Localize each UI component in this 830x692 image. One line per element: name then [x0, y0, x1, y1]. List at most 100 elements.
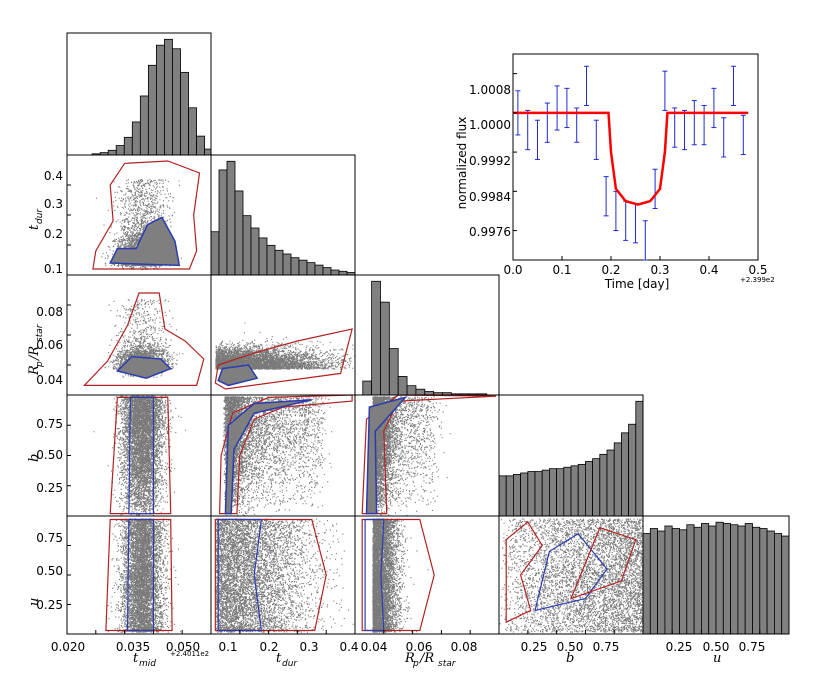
hist-bar: [250, 227, 260, 276]
hist-bar: [592, 458, 601, 517]
hist-bar: [282, 253, 292, 276]
contour-inner: [217, 364, 259, 387]
inset-xtick-1: 0.1: [552, 263, 571, 277]
scatter-points: [215, 518, 354, 633]
tick-u-x-0: 0.25: [666, 640, 693, 654]
scatter-3-0: [93, 395, 187, 517]
inset-ytick-2: 0.9992: [469, 154, 511, 168]
svg-text:p: p: [35, 361, 45, 368]
hist-bar: [752, 526, 761, 635]
hist-bar: [107, 149, 117, 156]
scatter-4-3: [499, 518, 644, 633]
hist-bar: [330, 269, 340, 276]
contour-inner: [365, 396, 408, 515]
hist-bar: [226, 160, 236, 276]
hist-bar: [274, 249, 284, 276]
histogram-layer: [91, 38, 790, 635]
hist-bar: [139, 95, 149, 156]
y-axis-label-t-dur: t dur: [27, 208, 45, 230]
hist-bar: [556, 468, 565, 517]
tick-tmid-2: 0.050: [166, 640, 200, 654]
tick-rp-x-1: 0.06: [406, 640, 433, 654]
tick-b-y-0: 0.25: [36, 481, 63, 495]
hist-bar: [258, 237, 268, 276]
contour-inner: [364, 518, 385, 632]
svg-text:dur: dur: [35, 208, 45, 224]
hist-bar: [322, 267, 332, 276]
inset-xtick-2: 0.2: [601, 263, 620, 277]
scatter-points: [104, 299, 184, 379]
tick-rp-y-1: 0.06: [36, 338, 63, 352]
hist-bar: [577, 463, 586, 517]
inset-ytick-0: 0.9976: [469, 225, 511, 239]
hist-bar: [628, 423, 637, 517]
hist-bar: [774, 533, 783, 635]
tick-b-x-2: 0.75: [593, 640, 620, 654]
inset-xtick-0: 0.0: [503, 263, 522, 277]
scatter-2-1: [215, 322, 356, 370]
hist-bar: [744, 523, 753, 635]
tick-tdur-y-1: 0.2: [44, 227, 63, 241]
hist-bar: [115, 145, 125, 156]
hist-bar: [338, 270, 348, 276]
x-offset-text: +2.4011e2: [170, 650, 209, 658]
scatter-points: [95, 179, 182, 271]
hist-bar: [380, 301, 390, 396]
hist-bar: [585, 461, 594, 517]
svg-text:t: t: [27, 224, 42, 230]
x-axis-label-u: u: [713, 651, 721, 666]
hist-bar: [671, 528, 680, 635]
scatter-points: [222, 396, 333, 517]
light-curve-inset: [512, 53, 759, 261]
inset-y-tick-labels: 0.9976 0.9984 0.9992 1.0000 1.0008: [469, 83, 511, 239]
hist-bar: [314, 264, 324, 276]
svg-text:R: R: [27, 365, 42, 376]
svg-text:mid: mid: [139, 659, 156, 669]
tick-u-y-0: 0.25: [36, 598, 63, 612]
contour-inner: [217, 518, 263, 632]
hist-bar: [686, 524, 695, 635]
hist-bar: [513, 474, 522, 517]
tick-tdur-y-0: 0.1: [44, 262, 63, 276]
histogram-3: [498, 400, 644, 517]
hist-bar: [505, 475, 514, 517]
hist-bar: [708, 525, 717, 635]
tick-labels: 0.020 0.035 0.050 0.1 0.2 0.3 0.4 0.04 0…: [36, 169, 765, 654]
inset-frame: [512, 53, 759, 261]
hist-bar: [722, 523, 731, 635]
hist-bar: [290, 257, 300, 276]
contour-inner: [109, 216, 181, 267]
hist-bar: [371, 280, 381, 396]
hist-bar: [613, 442, 622, 517]
scatter-3-1: [222, 396, 333, 517]
inset-x-tick-labels: 0.0 0.1 0.2 0.3 0.4 0.5: [503, 263, 767, 277]
svg-text:t: t: [276, 651, 282, 666]
hist-bar: [549, 468, 558, 517]
scatter-points: [93, 395, 187, 517]
hist-bar: [196, 135, 206, 156]
contour-outer: [214, 328, 353, 390]
hist-bar: [781, 535, 790, 635]
hist-bar: [266, 244, 276, 276]
contour-inner: [126, 518, 154, 632]
inset-xtick-5: 0.5: [748, 263, 767, 277]
hist-bar: [415, 388, 426, 396]
hist-bar: [498, 475, 507, 517]
histogram-1: [210, 160, 356, 276]
scatter-4-0: [107, 518, 182, 633]
transit-model-line: [513, 111, 749, 206]
hist-bar: [679, 529, 688, 635]
tick-u-x-2: 0.75: [739, 640, 766, 654]
tick-tdur-x-1: 0.2: [259, 640, 278, 654]
inset-ytick-3: 1.0000: [469, 118, 511, 132]
scatter-2-0: [104, 299, 184, 379]
tick-b-x-0: 0.25: [521, 640, 548, 654]
contour-outer: [214, 518, 327, 632]
hist-bar: [759, 528, 768, 635]
contour-inner: [534, 532, 608, 612]
contour-outer: [82, 292, 205, 386]
hist-bar: [599, 453, 608, 517]
tick-tdur-x-0: 0.1: [218, 640, 237, 654]
inset-xlabel: Time [day]: [604, 277, 670, 291]
inset-xtick-4: 0.4: [699, 263, 718, 277]
